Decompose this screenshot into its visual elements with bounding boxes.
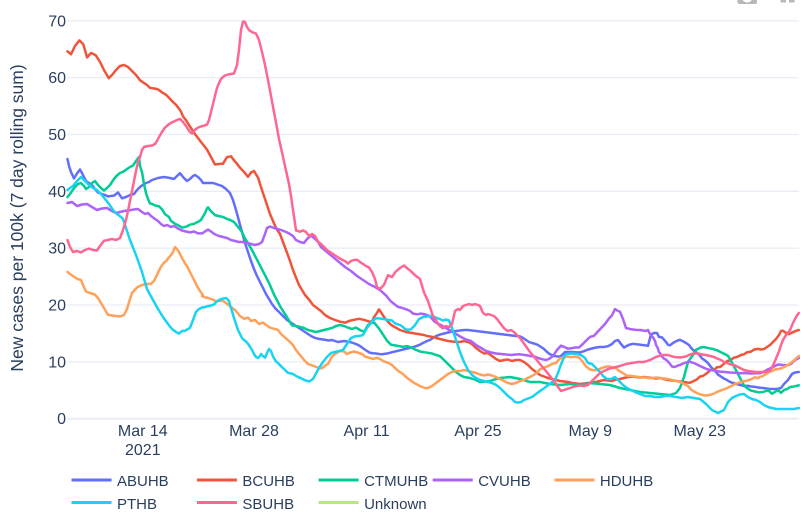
- svg-text:Apr 11: Apr 11: [344, 423, 390, 440]
- svg-text:Mar 14: Mar 14: [118, 423, 168, 440]
- svg-text:50: 50: [48, 127, 66, 144]
- svg-text:BCUHB: BCUHB: [242, 473, 295, 490]
- svg-text:New cases per 100k (7 day roll: New cases per 100k (7 day rolling sum): [7, 64, 27, 371]
- svg-text:PTHB: PTHB: [117, 496, 157, 513]
- svg-text:HDUHB: HDUHB: [600, 473, 653, 490]
- svg-text:Mar 28: Mar 28: [229, 423, 279, 440]
- svg-text:May 9: May 9: [569, 423, 613, 440]
- svg-text:30: 30: [48, 241, 66, 258]
- svg-text:May 23: May 23: [673, 423, 726, 440]
- svg-text:Unknown: Unknown: [364, 496, 427, 513]
- svg-text:10: 10: [48, 354, 66, 371]
- svg-text:40: 40: [48, 184, 66, 201]
- svg-text:0: 0: [57, 411, 66, 428]
- svg-text:CVUHB: CVUHB: [478, 473, 531, 490]
- svg-text:20: 20: [48, 298, 66, 315]
- svg-text:70: 70: [48, 13, 66, 30]
- svg-text:60: 60: [48, 70, 66, 87]
- svg-text:ABUHB: ABUHB: [117, 473, 169, 490]
- svg-text:CTMUHB: CTMUHB: [364, 473, 428, 490]
- svg-text:Apr 25: Apr 25: [454, 423, 501, 440]
- svg-text:2021: 2021: [125, 442, 161, 459]
- svg-text:SBUHB: SBUHB: [242, 496, 294, 513]
